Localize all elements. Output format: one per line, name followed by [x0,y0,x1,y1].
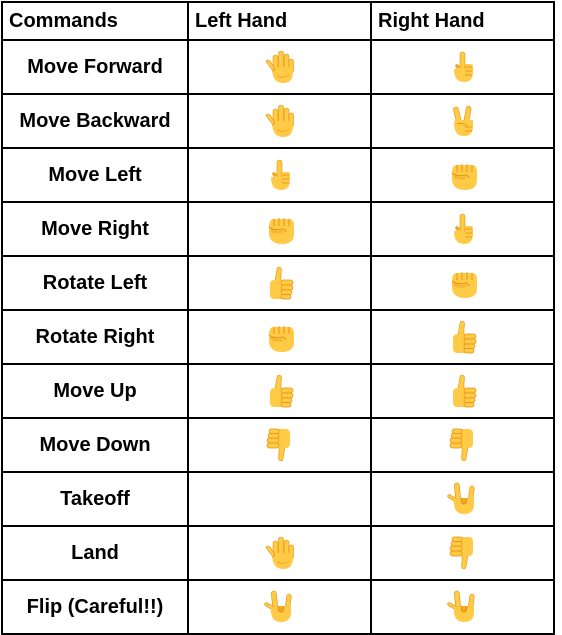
table-row: Move Left [1,147,555,203]
command-cell: Move Right [1,201,189,257]
left-hand-cell [187,39,372,95]
right-hand-cell [370,417,555,473]
table-row: Rotate Left [1,255,555,311]
command-cell: Land [1,525,189,581]
table-header: Commands Left Hand Right Hand [1,1,555,41]
open-hand-icon [262,48,298,86]
left-hand-cell [187,525,372,581]
table-row: Takeoff [1,471,555,527]
table-row: Move Forward [1,39,555,95]
index-up-icon [262,156,298,194]
right-hand-cell [370,93,555,149]
table-row: Land [1,525,555,581]
fist-icon [445,156,481,194]
command-cell: Move Forward [1,39,189,95]
open-hand-icon [262,102,298,140]
table-row: Flip (Careful!!) [1,579,555,635]
fist-icon [262,318,298,356]
fist-icon [445,264,481,302]
command-cell: Rotate Left [1,255,189,311]
command-cell: Flip (Careful!!) [1,579,189,635]
thumbs-up-icon [445,372,481,410]
command-cell: Move Left [1,147,189,203]
index-up-icon [445,48,481,86]
thumbs-down-icon [445,426,481,464]
command-cell: Move Backward [1,93,189,149]
table-row: Move Backward [1,93,555,149]
right-hand-cell [370,579,555,635]
table-row: Rotate Right [1,309,555,365]
right-hand-cell [370,525,555,581]
fist-icon [262,210,298,248]
left-hand-cell [187,147,372,203]
header-right-hand: Right Hand [370,1,555,41]
thumbs-up-icon [445,318,481,356]
table-row: Move Right [1,201,555,257]
thumbs-up-icon [262,372,298,410]
command-cell: Move Up [1,363,189,419]
right-hand-cell [370,255,555,311]
right-hand-cell [370,201,555,257]
command-cell: Rotate Right [1,309,189,365]
victory-icon [445,102,481,140]
table-row: Move Up [1,363,555,419]
thumbs-down-icon [262,426,298,464]
right-hand-cell [370,471,555,527]
right-hand-cell [370,363,555,419]
left-hand-cell [187,363,372,419]
thumbs-down-icon [445,534,481,572]
left-hand-cell [187,417,372,473]
command-cell: Move Down [1,417,189,473]
rock-on-icon [445,480,481,518]
left-hand-cell [187,255,372,311]
left-hand-cell [187,471,372,527]
header-row: Commands Left Hand Right Hand [1,1,555,41]
command-cell: Takeoff [1,471,189,527]
right-hand-cell [370,309,555,365]
table-row: Move Down [1,417,555,473]
left-hand-cell [187,201,372,257]
left-hand-cell [187,93,372,149]
open-hand-icon [262,534,298,572]
table-body: Move Forward Move Backward Move Left Move R… [1,39,555,635]
left-hand-cell [187,579,372,635]
rock-on-icon [445,588,481,626]
index-up-icon [445,210,481,248]
thumbs-up-icon [262,264,298,302]
header-commands: Commands [1,1,189,41]
left-hand-cell [187,309,372,365]
right-hand-cell [370,147,555,203]
right-hand-cell [370,39,555,95]
header-left-hand: Left Hand [187,1,372,41]
rock-on-icon [262,588,298,626]
